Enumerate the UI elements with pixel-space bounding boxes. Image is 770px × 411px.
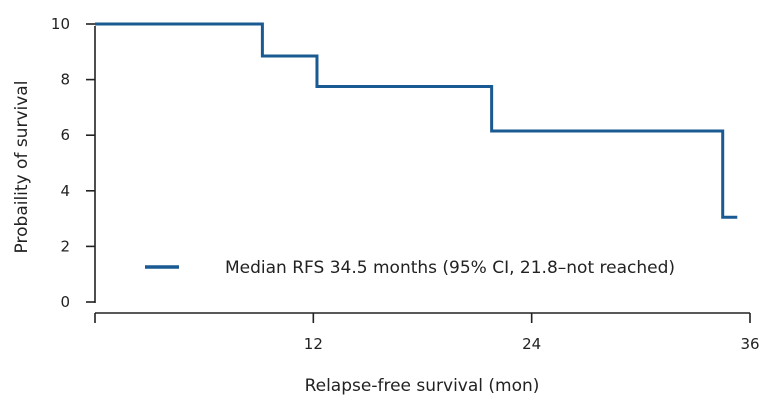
legend-label: Median RFS 34.5 months (95% CI, 21.8–not… xyxy=(225,258,675,278)
x-tick-label: 24 xyxy=(522,335,541,353)
y-axis-ticks: 0 2 4 6 8 10 xyxy=(51,15,95,311)
x-tick-label: 12 xyxy=(304,335,323,353)
y-tick-label: 0 xyxy=(60,293,70,311)
legend: Median RFS 34.5 months (95% CI, 21.8–not… xyxy=(145,258,675,278)
x-tick-label: 36 xyxy=(740,335,759,353)
y-tick-label: 4 xyxy=(60,182,70,200)
x-axis-ticks: 12 24 36 xyxy=(94,313,760,353)
y-tick-label: 8 xyxy=(60,71,70,89)
survival-step-line xyxy=(95,22,738,219)
y-axis-label: Probaility of survival xyxy=(12,81,32,254)
x-axis-label: Relapse-free survival (mon) xyxy=(305,376,540,396)
y-tick-label: 10 xyxy=(51,15,70,33)
y-tick-label: 2 xyxy=(60,237,70,255)
y-tick-label: 6 xyxy=(60,126,70,144)
